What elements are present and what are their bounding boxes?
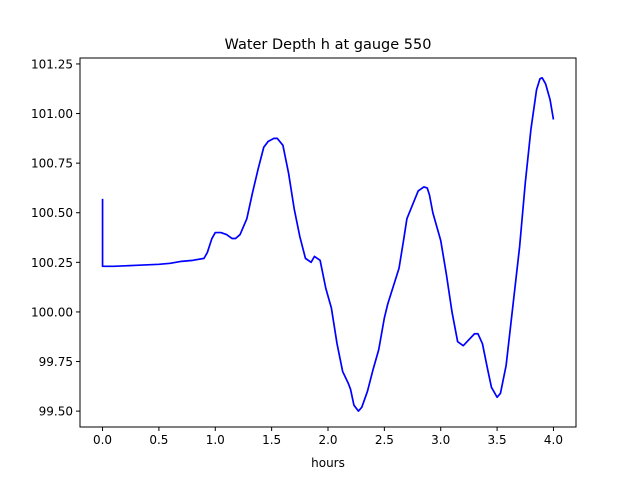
x-tick-label: 0.5 [149,433,168,447]
y-tick-label: 100.75 [31,157,73,171]
x-tick-label: 4.0 [544,433,563,447]
x-axis: 0.0 0.5 1.0 1.5 2.0 2.5 3.0 3.5 4.0 [93,427,563,447]
x-tick-label: 0.0 [93,433,112,447]
x-tick-label: 3.5 [488,433,507,447]
y-tick-label: 101.00 [31,107,73,121]
x-axis-label: hours [311,456,345,470]
series-line-0 [101,76,555,412]
x-tick-label: 3.0 [431,433,450,447]
y-tick-label: 100.50 [31,206,73,220]
x-tick-label: 1.0 [206,433,225,447]
y-axis: 99.50 99.75 100.00 100.25 100.50 100.75 101.00… [31,57,80,419]
y-tick-label: 100.25 [31,256,73,270]
y-tick-label: 101.25 [31,57,73,71]
x-tick-label: 2.5 [375,433,394,447]
y-tick-label: 99.75 [39,355,73,369]
x-tick-label: 1.5 [262,433,281,447]
y-tick-label: 99.50 [39,405,73,419]
chart-title: Water Depth h at gauge 550 [225,37,432,53]
series-line-group [101,76,555,412]
y-tick-label: 100.00 [31,305,73,319]
x-tick-label: 2.0 [318,433,337,447]
